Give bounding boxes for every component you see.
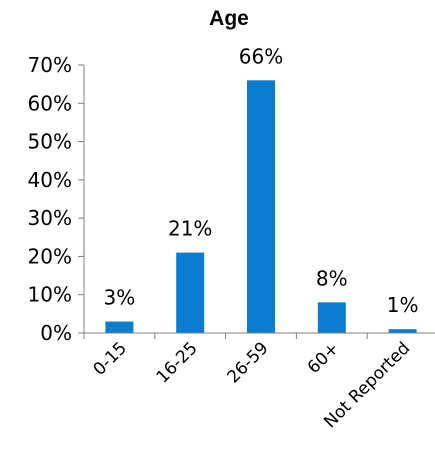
y-tick-label: 20% bbox=[28, 244, 72, 268]
bar bbox=[105, 321, 134, 333]
data-label: 3% bbox=[104, 286, 136, 310]
y-tick-label: 0% bbox=[40, 321, 72, 345]
data-labels: 3% 21% 66% 8% 1% bbox=[104, 44, 419, 317]
y-tick-label: 40% bbox=[28, 168, 72, 192]
y-tick-label: 50% bbox=[28, 130, 72, 154]
bar bbox=[388, 329, 417, 333]
x-axis bbox=[83, 332, 435, 339]
x-tick-label: 26-59 bbox=[223, 338, 272, 387]
chart-title: Age bbox=[209, 7, 249, 30]
data-label: 1% bbox=[387, 293, 419, 317]
bars-group bbox=[105, 80, 417, 333]
bar bbox=[317, 302, 346, 333]
x-tick-label: 60+ bbox=[304, 338, 344, 378]
x-tick-labels: 0-15 16-25 26-59 60+Not Reported bbox=[90, 338, 415, 432]
x-tick-label: 16-25 bbox=[153, 338, 202, 387]
y-axis: 0% 10% 20% 30% 40% 50% 60% 70% bbox=[28, 53, 85, 345]
bar bbox=[176, 252, 205, 333]
x-tick-label: 0-15 bbox=[90, 338, 131, 379]
data-label: 8% bbox=[316, 266, 348, 290]
data-label: 66% bbox=[239, 44, 283, 68]
y-tick-label: 30% bbox=[28, 206, 72, 230]
y-tick-label: 70% bbox=[28, 53, 72, 77]
bar bbox=[247, 80, 275, 333]
y-tick-label: 60% bbox=[28, 91, 72, 115]
y-tick-label: 10% bbox=[28, 283, 72, 307]
data-label: 21% bbox=[168, 217, 212, 241]
